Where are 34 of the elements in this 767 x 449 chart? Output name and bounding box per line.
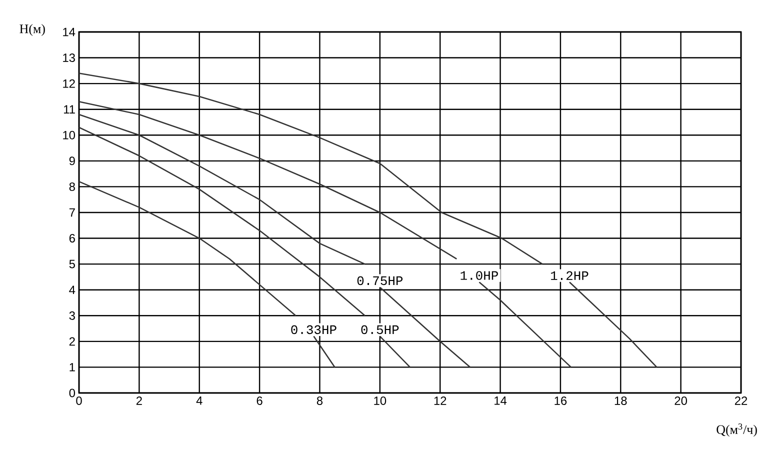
y-tick-label: 12 — [63, 79, 75, 88]
x-tick-label: 4 — [196, 396, 202, 405]
y-tick-label: 0 — [69, 388, 76, 398]
y-axis-title: H(м) — [20, 24, 45, 36]
x-axis-title: Q(м$^{3}$/ч) — [716, 424, 757, 437]
x-tick-label: 22 — [734, 396, 748, 405]
x-tick-label: 6 — [256, 396, 262, 405]
y-tick-label: 4 — [69, 286, 76, 294]
x-tick-label: 16 — [554, 396, 567, 405]
series-label: 0.33HP — [291, 325, 336, 334]
x-tick-label: 10 — [374, 396, 386, 405]
x-tick-label: 14 — [494, 396, 507, 405]
y-tick-label: 13 — [63, 54, 75, 62]
series-label: 0.75HP — [357, 276, 403, 286]
series-label: 1.2HP — [551, 271, 588, 280]
x-tick-label: 8 — [316, 396, 323, 405]
x-tick-label: 12 — [434, 396, 446, 405]
series-label: 1.0HP — [460, 271, 498, 280]
y-tick-label: 2 — [69, 337, 75, 346]
series-label: 0.5HP — [361, 325, 399, 334]
y-tick-label: 14 — [63, 28, 76, 36]
x-tick-label: 20 — [674, 396, 688, 405]
y-tick-label: 6 — [69, 234, 75, 242]
y-tick-label: 11 — [64, 105, 75, 114]
y-tick-label: 9 — [69, 156, 75, 166]
y-tick-label: 7 — [69, 208, 75, 217]
y-tick-label: 10 — [63, 130, 76, 140]
y-tick-label: 1 — [70, 363, 75, 372]
y-tick-label: 3 — [69, 311, 75, 320]
x-tick-label: 0 — [76, 396, 82, 405]
x-tick-label: 2 — [136, 396, 142, 405]
y-tick-label: 5 — [69, 260, 75, 268]
y-tick-label: 8 — [69, 182, 75, 191]
x-tick-label: 18 — [614, 396, 627, 405]
